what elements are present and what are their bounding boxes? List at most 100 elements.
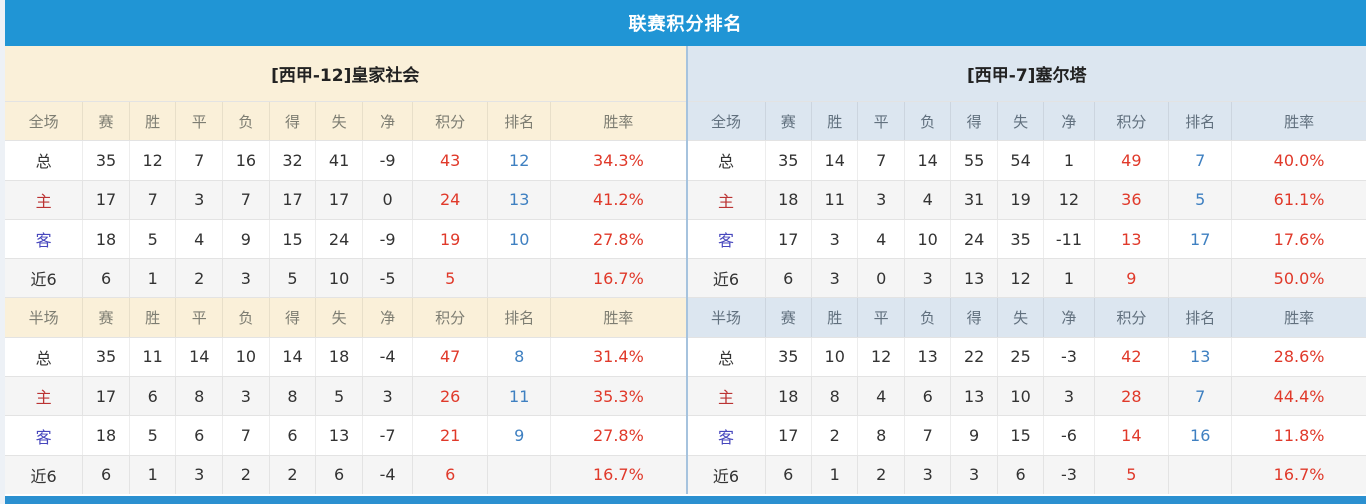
stat-cell: 3 <box>905 259 952 298</box>
rank-cell: 9 <box>488 416 552 455</box>
winrate-cell: 28.6% <box>1273 347 1325 367</box>
stat-cell: 13 <box>951 259 998 298</box>
rank-cell: 13 <box>1169 337 1233 377</box>
stat-cell: 24 <box>316 219 363 259</box>
stats-row-home: 主 17 6 8 3 8 5 3 26 11 35.3% <box>5 376 686 416</box>
stats-row-last6: 近6 6 1 3 2 2 6 -4 6 16.7% <box>5 454 686 494</box>
row-label-total: 总 <box>5 337 84 377</box>
column-header-row: 半场赛胜平负得失净积分 排名 胜率 <box>687 297 1366 337</box>
stat-cell: 8 <box>270 377 317 416</box>
column-header-6: 失 <box>998 298 1045 337</box>
stat-cell: 1 <box>812 455 859 494</box>
stat-cell: 2 <box>270 455 317 494</box>
stats-row-away: 客 17 3 4 10 24 35 -11 13 17 17.6% <box>687 218 1366 259</box>
stat-cell: 17 <box>83 377 130 416</box>
stat-cell: 3 <box>951 455 998 494</box>
stat-cell: 4 <box>905 180 952 219</box>
column-header-9: 排名 <box>1169 298 1233 337</box>
stat-cell: 12 <box>998 259 1045 298</box>
points-cell: 14 <box>1095 416 1170 455</box>
column-header-2: 胜 <box>130 102 177 141</box>
rank-cell <box>1169 259 1233 298</box>
stat-cell: 41 <box>316 141 363 180</box>
stat-cell: 12 <box>130 141 177 180</box>
stat-cell: -5 <box>363 259 414 298</box>
team-panel-left: [西甲-12]皇家社会 全场赛胜平负得失净积分 排名 胜率总 35 12 7 16 32 41 -9… <box>5 46 686 494</box>
stats-row-last6: 近6 6 1 2 3 3 6 -3 5 16.7% <box>687 454 1366 494</box>
column-header-9: 排名 <box>1169 102 1233 141</box>
stat-cell: 7 <box>130 180 177 219</box>
column-header-8: 积分 <box>413 102 489 141</box>
column-header-10: 胜率 <box>603 112 634 131</box>
stat-cell: 2 <box>858 455 905 494</box>
team-name: [西甲-12]皇家社会 <box>5 46 686 101</box>
stat-cell: 18 <box>766 180 812 219</box>
column-header-10: 胜率 <box>603 309 634 328</box>
row-label-last6: 近6 <box>5 259 84 298</box>
section-label: 半场 <box>5 298 84 337</box>
winrate-cell: 50.0% <box>1273 268 1325 288</box>
stat-cell: 13 <box>905 337 952 377</box>
stat-cell: -4 <box>363 455 414 494</box>
column-header-5: 得 <box>951 102 998 141</box>
row-label-home: 主 <box>5 180 84 219</box>
column-header-7: 净 <box>1044 298 1095 337</box>
stat-cell: 19 <box>998 180 1045 219</box>
stat-cell: -6 <box>1044 416 1095 455</box>
winrate-cell: 31.4% <box>592 347 644 367</box>
column-header-3: 平 <box>858 298 905 337</box>
column-header-8: 积分 <box>1095 102 1170 141</box>
stat-cell: 15 <box>998 416 1045 455</box>
stat-cell: 6 <box>766 259 812 298</box>
column-header-row: 全场赛胜平负得失净积分 排名 胜率 <box>687 101 1366 141</box>
section-label: 全场 <box>688 102 766 141</box>
column-header-5: 得 <box>270 102 317 141</box>
stat-cell: 4 <box>858 219 905 259</box>
stat-cell: 4 <box>858 377 905 416</box>
stats-row-last6: 近6 6 3 0 3 13 12 1 9 50.0% <box>687 258 1366 298</box>
team-panel-right: [西甲-7]塞尔塔 全场赛胜平负得失净积分 排名 胜率总 35 14 7 14 55 54 1 49 7… <box>685 46 1366 494</box>
stat-cell: 6 <box>905 377 952 416</box>
column-header-9: 排名 <box>488 298 552 337</box>
column-header-1: 赛 <box>766 102 812 141</box>
points-cell: 36 <box>1095 180 1170 219</box>
stat-cell: 35 <box>766 141 812 180</box>
stat-cell: 3 <box>812 259 859 298</box>
stat-cell: 2 <box>812 416 859 455</box>
stat-cell: 25 <box>998 337 1045 377</box>
points-cell: 28 <box>1095 377 1170 416</box>
column-header-4: 负 <box>223 102 270 141</box>
stat-cell: 17 <box>766 416 812 455</box>
stat-cell: 10 <box>316 259 363 298</box>
stat-cell: 5 <box>130 416 177 455</box>
stat-cell: 18 <box>83 219 130 259</box>
stats-row-away: 客 18 5 4 9 15 24 -9 19 10 27.8% <box>5 218 686 259</box>
standings-comparison: [西甲-12]皇家社会 全场赛胜平负得失净积分 排名 胜率总 35 12 7 16 32 41 -9… <box>5 46 1366 494</box>
row-label-home: 主 <box>688 377 766 416</box>
rank-cell: 5 <box>1169 180 1233 219</box>
stat-cell: -11 <box>1044 219 1095 259</box>
stat-cell: 11 <box>130 337 177 377</box>
stat-cell: 7 <box>858 141 905 180</box>
winrate-cell: 61.1% <box>1273 190 1325 210</box>
stat-cell: 2 <box>176 259 224 298</box>
stats-row-home: 主 18 8 4 6 13 10 3 28 7 44.4% <box>687 376 1366 416</box>
column-header-4: 负 <box>905 102 952 141</box>
stat-cell: 14 <box>270 337 317 377</box>
stat-cell: -3 <box>1044 337 1095 377</box>
stat-cell: 3 <box>223 377 270 416</box>
rank-cell: 11 <box>488 377 552 416</box>
stats-row-home: 主 17 7 3 7 17 17 0 24 13 41.2% <box>5 179 686 219</box>
stats-row-home: 主 18 11 3 4 31 19 12 36 5 61.1% <box>687 179 1366 219</box>
stat-cell: 4 <box>176 219 224 259</box>
points-cell: 9 <box>1095 259 1170 298</box>
stat-cell: 5 <box>270 259 317 298</box>
stat-cell: 24 <box>951 219 998 259</box>
rank-cell <box>1169 455 1233 494</box>
stat-cell: 9 <box>223 219 270 259</box>
column-header-row: 半场赛胜平负得失净积分 排名 胜率 <box>5 297 686 337</box>
rank-cell: 16 <box>1169 416 1233 455</box>
stat-cell: 18 <box>83 416 130 455</box>
column-header-5: 得 <box>951 298 998 337</box>
stat-cell: 13 <box>316 416 363 455</box>
